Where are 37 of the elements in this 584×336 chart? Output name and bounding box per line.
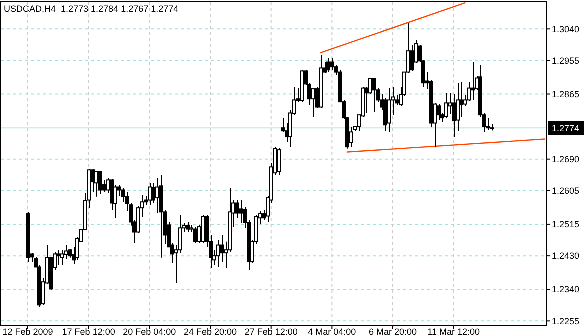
y-tick-label: 1.2865 [552, 89, 580, 100]
candlestick [472, 62, 476, 101]
candlestick [460, 81, 464, 118]
candlestick [98, 170, 102, 194]
y-tick-label: 1.2430 [552, 251, 580, 262]
ref-line-label: 1.2774 [552, 123, 580, 134]
x-tick-label: 4 Mar 04:00 [308, 327, 356, 336]
candlestick [194, 226, 198, 244]
chart-title: USDCAD,H4 1.2773 1.2784 1.2767 1.2774 [4, 4, 179, 14]
candlestick [388, 88, 392, 133]
x-tick-label: 27 Feb 12:00 [244, 327, 298, 336]
y-tick-label: 1.3040 [552, 24, 580, 34]
candlestick [444, 92, 448, 119]
candlestick [312, 88, 316, 118]
y-tick-label: 1.2955 [552, 56, 580, 66]
x-tick-label: 24 Feb 20:00 [184, 327, 238, 336]
y-tick-label: 1.2340 [552, 284, 580, 295]
candlestick [186, 222, 190, 233]
candlestick [410, 44, 414, 72]
x-tick-label: 20 Feb 04:00 [123, 327, 176, 336]
y-tick-label: 1.2255 [552, 316, 580, 326]
candlestick [236, 200, 240, 219]
x-tick-label: 17 Feb 12:00 [62, 327, 116, 336]
candlestick [278, 148, 282, 176]
x-tick-label: 6 Mar 20:00 [368, 327, 418, 336]
x-tick-label: 11 Mar 12:00 [428, 327, 480, 336]
candlestick [156, 177, 160, 214]
candlestick [326, 58, 330, 73]
y-tick-label: 1.2515 [552, 220, 580, 230]
y-tick-label: 1.2605 [552, 186, 580, 196]
candlestick [372, 78, 376, 113]
candlestick [94, 170, 98, 198]
candlestick [60, 250, 64, 266]
y-tick-label: 1.2690 [552, 154, 580, 164]
x-tick-label: 12 Feb 2009 [2, 327, 54, 336]
candlestick [56, 250, 60, 266]
candlestick [438, 104, 442, 121]
